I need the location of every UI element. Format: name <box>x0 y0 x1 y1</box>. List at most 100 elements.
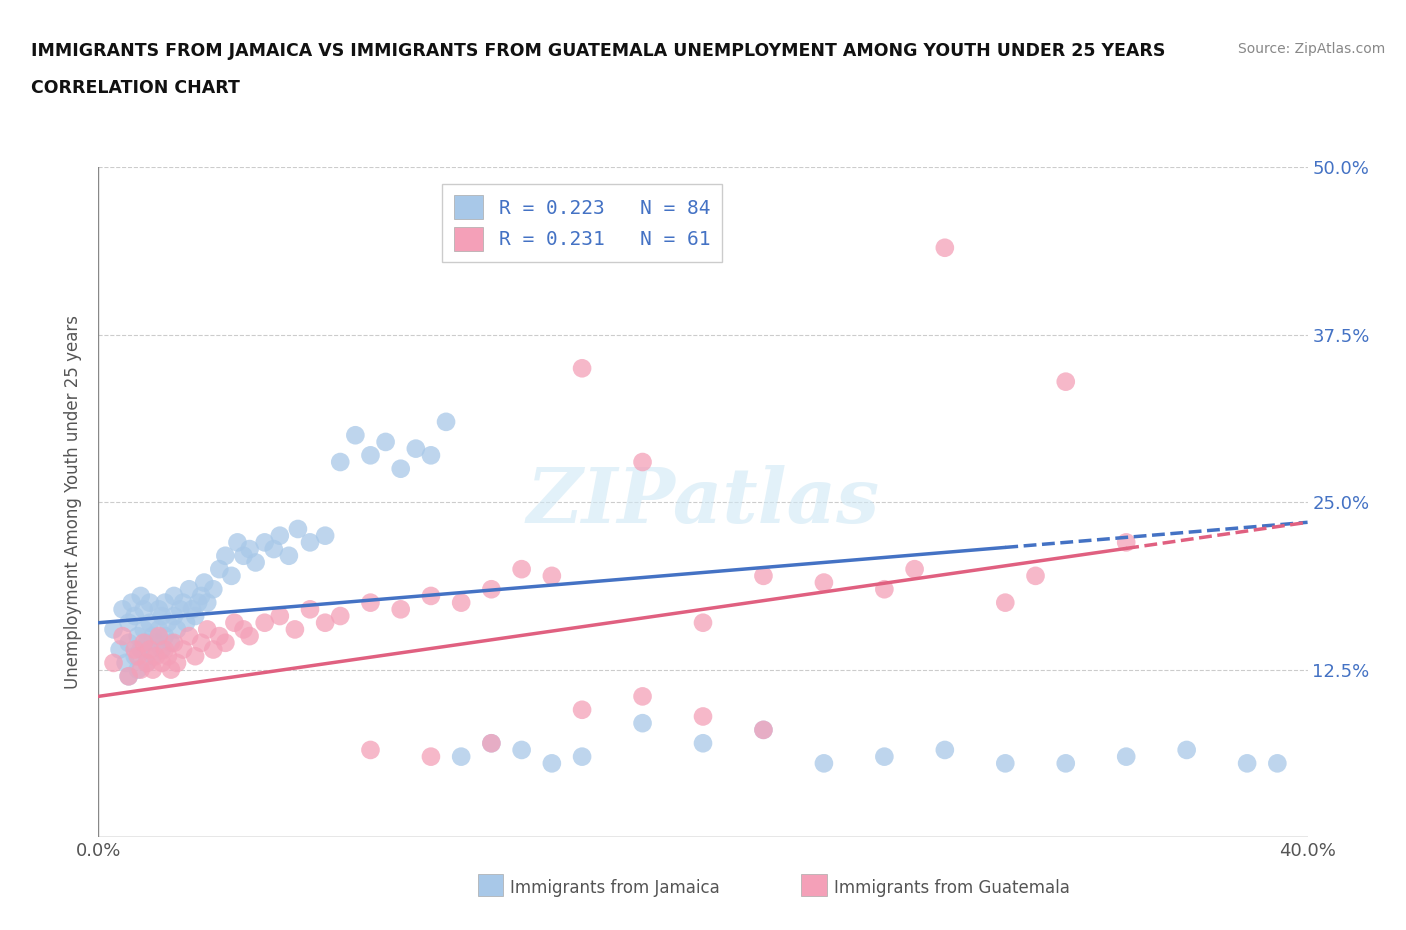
Point <box>284 622 307 637</box>
Point <box>277 549 299 564</box>
Text: Immigrants from Jamaica: Immigrants from Jamaica <box>510 879 720 897</box>
Point <box>1267 756 1289 771</box>
Point <box>540 568 562 583</box>
Point <box>160 662 183 677</box>
Point <box>179 582 201 597</box>
Point <box>374 434 396 449</box>
Text: Immigrants from Guatemala: Immigrants from Guatemala <box>834 879 1070 897</box>
Point <box>692 736 714 751</box>
Point <box>232 622 254 637</box>
Point <box>118 616 141 631</box>
Point <box>299 602 322 617</box>
Point <box>813 575 835 590</box>
Point <box>420 750 443 764</box>
Point <box>163 608 186 623</box>
Point <box>752 723 775 737</box>
Point <box>145 635 167 650</box>
Point <box>481 582 503 597</box>
Point <box>904 562 927 577</box>
Point <box>163 635 186 650</box>
Point <box>111 629 134 644</box>
Point <box>214 635 236 650</box>
Point <box>873 582 896 597</box>
Point <box>202 582 225 597</box>
Point <box>1115 535 1137 550</box>
Point <box>692 616 714 631</box>
Point <box>221 568 243 583</box>
Point <box>1024 568 1046 583</box>
Point <box>1115 750 1137 764</box>
Point <box>145 649 167 664</box>
Point <box>127 629 149 644</box>
Point <box>1236 756 1258 771</box>
Point <box>752 568 775 583</box>
Text: CORRELATION CHART: CORRELATION CHART <box>31 79 240 97</box>
Point <box>124 649 146 664</box>
Point <box>813 756 835 771</box>
Point <box>450 595 472 610</box>
Point <box>253 535 276 550</box>
Point <box>187 595 209 610</box>
Point <box>934 240 956 255</box>
Point <box>142 662 165 677</box>
Point <box>129 642 152 657</box>
Point <box>360 448 382 463</box>
Point <box>132 622 155 637</box>
Point <box>124 642 146 657</box>
Point <box>181 602 204 617</box>
Point <box>148 622 170 637</box>
Point <box>571 361 593 376</box>
Point <box>540 756 562 771</box>
Point <box>132 602 155 617</box>
Point <box>195 622 218 637</box>
Point <box>269 608 291 623</box>
Point <box>148 629 170 644</box>
Point <box>360 595 382 610</box>
Point <box>114 656 136 671</box>
Legend: R = 0.223   N = 84, R = 0.231   N = 61: R = 0.223 N = 84, R = 0.231 N = 61 <box>443 184 721 262</box>
Point <box>510 562 533 577</box>
Point <box>214 549 236 564</box>
Point <box>172 595 194 610</box>
Point <box>329 608 352 623</box>
Point <box>994 756 1017 771</box>
Point <box>994 595 1017 610</box>
Point <box>420 589 443 604</box>
Point <box>156 616 179 631</box>
Point <box>150 608 173 623</box>
Point <box>193 575 215 590</box>
Point <box>389 602 412 617</box>
Point <box>135 635 157 650</box>
Point <box>571 702 593 717</box>
Point <box>127 662 149 677</box>
Y-axis label: Unemployment Among Youth under 25 years: Unemployment Among Youth under 25 years <box>65 315 83 689</box>
Point <box>142 629 165 644</box>
Point <box>103 622 125 637</box>
Text: IMMIGRANTS FROM JAMAICA VS IMMIGRANTS FROM GUATEMALA UNEMPLOYMENT AMONG YOUTH UN: IMMIGRANTS FROM JAMAICA VS IMMIGRANTS FR… <box>31 42 1166 60</box>
Point <box>232 549 254 564</box>
Point <box>129 589 152 604</box>
Point <box>139 616 162 631</box>
Point <box>156 649 179 664</box>
Point <box>132 635 155 650</box>
Point <box>263 541 285 556</box>
Point <box>269 528 291 543</box>
Point <box>510 742 533 757</box>
Point <box>239 541 262 556</box>
Point <box>450 750 472 764</box>
Point <box>124 608 146 623</box>
Point <box>172 642 194 657</box>
Point <box>179 629 201 644</box>
Point <box>160 635 183 650</box>
Point <box>135 656 157 671</box>
Point <box>135 656 157 671</box>
Point <box>245 555 267 570</box>
Point <box>118 635 141 650</box>
Point <box>208 562 231 577</box>
Point <box>434 415 457 430</box>
Point <box>314 528 336 543</box>
Point <box>1054 374 1077 389</box>
Point <box>344 428 367 443</box>
Point <box>1175 742 1198 757</box>
Point <box>166 622 188 637</box>
